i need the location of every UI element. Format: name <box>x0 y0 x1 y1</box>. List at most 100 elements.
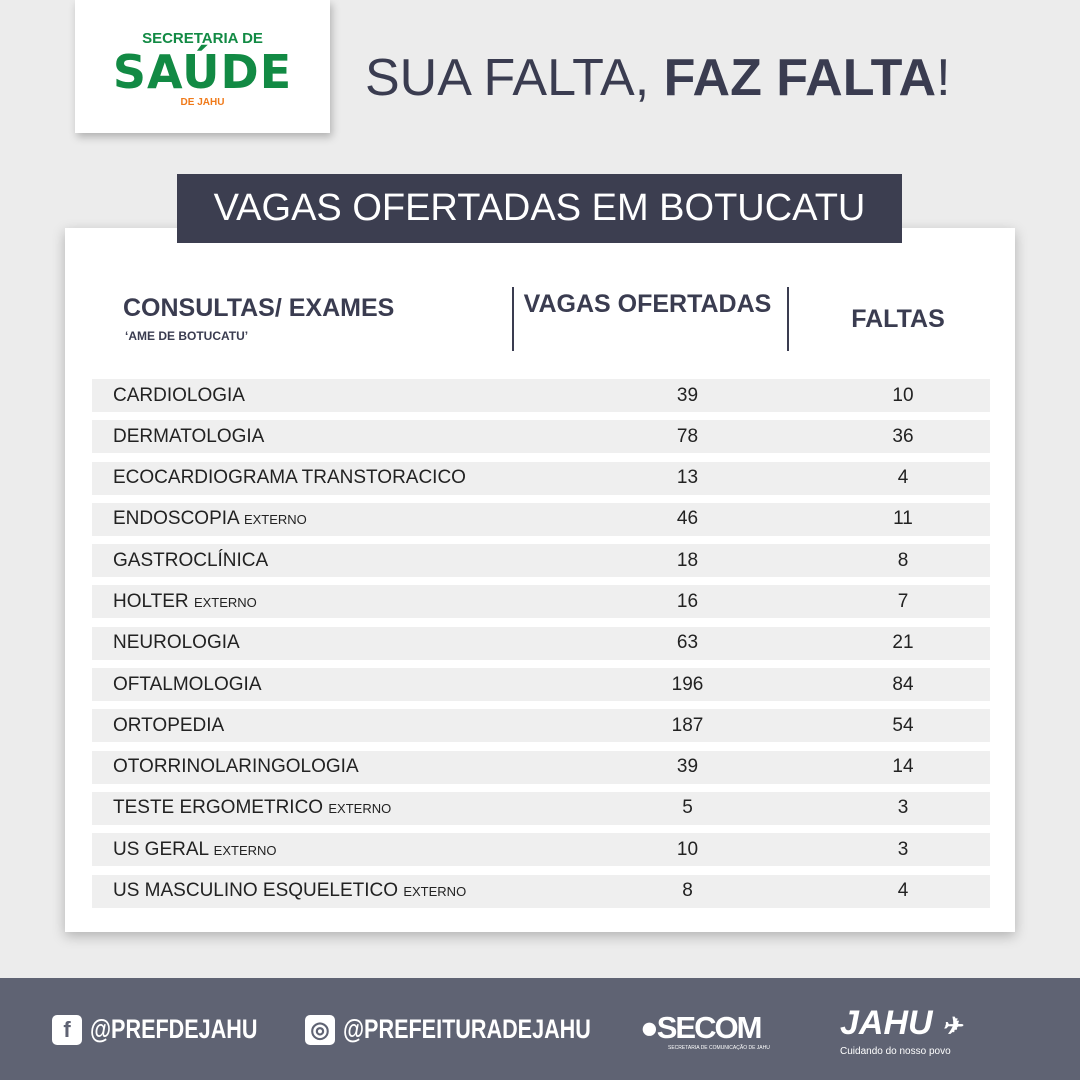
faltas-value: 8 <box>897 549 909 571</box>
table-row: DERMATOLOGIA 78 36 <box>92 420 990 454</box>
headline-bold: FAZ FALTA <box>663 49 937 107</box>
faltas-value: 54 <box>892 714 914 736</box>
table-row: NEUROLOGIA 63 21 <box>92 626 990 660</box>
vagas-value: 13 <box>676 467 699 489</box>
row-name: DERMATOLOGIA <box>92 426 562 448</box>
faltas-value: 3 <box>897 797 909 819</box>
table-row: OFTALMOLOGIA 196 84 <box>92 668 990 702</box>
row-name: US MASCULINO ESQUELETICO EXTERNO <box>92 880 562 902</box>
vagas-value: 78 <box>676 425 699 447</box>
specialty: ECOCARDIOGRAMA TRANSTORACICO <box>113 467 466 489</box>
facebook-handle[interactable]: f @PREFDEJAHU <box>52 1014 299 1045</box>
header-divider <box>512 287 514 351</box>
table-body: CARDIOLOGIA 39 10 DERMATOLOGIA 78 36 ECOCARD… <box>92 379 990 916</box>
instagram-handle[interactable]: ◎ @PREFEITURADEJAHU <box>305 1014 653 1045</box>
specialty: ORTOPEDIA <box>113 714 225 736</box>
specialty: CARDIOLOGIA <box>113 384 245 406</box>
row-name: HOLTER EXTERNO <box>92 591 562 613</box>
faltas-value: 4 <box>897 467 909 489</box>
secretaria-saude-logo: SECRETARIA DE SAÚDE DE JAHU <box>75 0 330 133</box>
specialty: US MASCULINO ESQUELETICO <box>113 880 399 902</box>
table-row: US GERAL EXTERNO 10 3 <box>92 833 990 867</box>
secom-logo: ●SECOM SECRETARIA DE COMUNICAÇÃO DE JAHU <box>640 1011 770 1052</box>
row-name: CARDIOLOGIA <box>92 385 562 407</box>
airplane-icon: ✈ <box>942 1013 963 1040</box>
headline: SUA FALTA, FAZ FALTA! <box>365 48 951 108</box>
row-name: OTORRINOLARINGOLOGIA <box>92 756 562 778</box>
jahu-sub: Cuidando do nosso povo <box>840 1046 951 1057</box>
secom-sub: SECRETARIA DE COMUNICAÇÃO DE JAHU <box>668 1045 770 1051</box>
vagas-value: 46 <box>676 508 699 530</box>
vagas-value: 196 <box>671 673 704 695</box>
faltas-value: 21 <box>892 632 914 654</box>
table-row: ECOCARDIOGRAMA TRANSTORACICO 13 4 <box>92 461 990 495</box>
instagram-icon: ◎ <box>305 1014 335 1045</box>
header-divider <box>787 287 789 351</box>
vagas-value: 5 <box>682 797 693 819</box>
faltas-value: 84 <box>892 673 914 695</box>
row-note: EXTERNO <box>328 801 392 817</box>
faltas-value: 11 <box>893 508 913 530</box>
row-name: ECOCARDIOGRAMA TRANSTORACICO <box>92 467 562 489</box>
vagas-value: 187 <box>671 714 704 736</box>
specialty: ENDOSCOPIA <box>113 508 239 530</box>
specialty: US GERAL <box>113 838 209 860</box>
table-row: ENDOSCOPIA EXTERNO 46 11 <box>92 502 990 536</box>
table-row: GASTROCLÍNICA 18 8 <box>92 544 990 578</box>
header-vagas: VAGAS OFERTADAS <box>523 290 772 318</box>
row-name: US GERAL EXTERNO <box>92 839 562 861</box>
faltas-value: 4 <box>897 880 909 902</box>
logo-line1: SECRETARIA DE <box>142 30 263 47</box>
section-title: VAGAS OFERTADAS EM BOTUCATU <box>177 174 902 243</box>
specialty: NEUROLOGIA <box>113 632 240 654</box>
specialty: GASTROCLÍNICA <box>113 549 269 571</box>
table-card: CONSULTAS/ EXAMES ‘AME DE BOTUCATU’ VAGA… <box>65 228 1015 932</box>
vagas-value: 63 <box>676 632 699 654</box>
header-consultas: CONSULTAS/ EXAMES <box>123 294 395 322</box>
secom-text: SECOM <box>656 1010 763 1045</box>
logo-line3: DE JAHU <box>180 97 225 108</box>
row-note: EXTERNO <box>243 512 307 528</box>
vagas-value: 39 <box>676 384 699 406</box>
jahu-text: JAHU <box>840 1004 933 1042</box>
jahu-logo: JAHU ✈ Cuidando do nosso povo <box>840 1004 962 1058</box>
specialty: HOLTER <box>113 590 189 612</box>
vagas-value: 10 <box>676 838 699 860</box>
table-row: ORTOPEDIA 187 54 <box>92 709 990 743</box>
row-name: TESTE ERGOMETRICO EXTERNO <box>92 797 562 819</box>
table-row: CARDIOLOGIA 39 10 <box>92 379 990 412</box>
header-faltas: FALTAS <box>851 305 945 333</box>
specialty: OFTALMOLOGIA <box>113 673 262 695</box>
row-name: GASTROCLÍNICA <box>92 550 562 572</box>
row-note: EXTERNO <box>403 884 467 900</box>
logo-line2: SAÚDE <box>112 45 293 99</box>
location-pin-icon: ● <box>640 1010 659 1045</box>
faltas-value: 36 <box>892 425 914 447</box>
row-name: NEUROLOGIA <box>92 632 562 654</box>
facebook-text: @PREFDEJAHU <box>90 1014 258 1044</box>
vagas-value: 39 <box>676 756 699 778</box>
row-name: OFTALMOLOGIA <box>92 674 562 696</box>
specialty: OTORRINOLARINGOLOGIA <box>113 756 359 778</box>
faltas-value: 7 <box>897 590 909 612</box>
table-row: TESTE ERGOMETRICO EXTERNO 5 3 <box>92 791 990 825</box>
vagas-value: 16 <box>676 590 699 612</box>
row-name: ENDOSCOPIA EXTERNO <box>92 508 562 530</box>
header-consultas-sub: ‘AME DE BOTUCATU’ <box>125 329 249 343</box>
table-row: US MASCULINO ESQUELETICO EXTERNO 8 4 <box>92 874 990 908</box>
table-row: OTORRINOLARINGOLOGIA 39 14 <box>92 750 990 784</box>
row-name: ORTOPEDIA <box>92 715 562 737</box>
table-row: HOLTER EXTERNO 16 7 <box>92 585 990 619</box>
specialty: DERMATOLOGIA <box>113 425 265 447</box>
specialty: TESTE ERGOMETRICO <box>113 797 324 819</box>
faltas-value: 10 <box>892 384 914 406</box>
row-note: EXTERNO <box>213 842 277 858</box>
footer: f @PREFDEJAHU ◎ @PREFEITURADEJAHU ●SECOM S… <box>0 978 1080 1080</box>
faltas-value: 3 <box>897 838 909 860</box>
vagas-value: 8 <box>682 880 693 902</box>
headline-normal: SUA FALTA, <box>365 49 664 107</box>
faltas-value: 14 <box>892 756 914 778</box>
row-note: EXTERNO <box>193 594 257 610</box>
headline-end: ! <box>936 49 951 107</box>
instagram-text: @PREFEITURADEJAHU <box>343 1014 591 1044</box>
